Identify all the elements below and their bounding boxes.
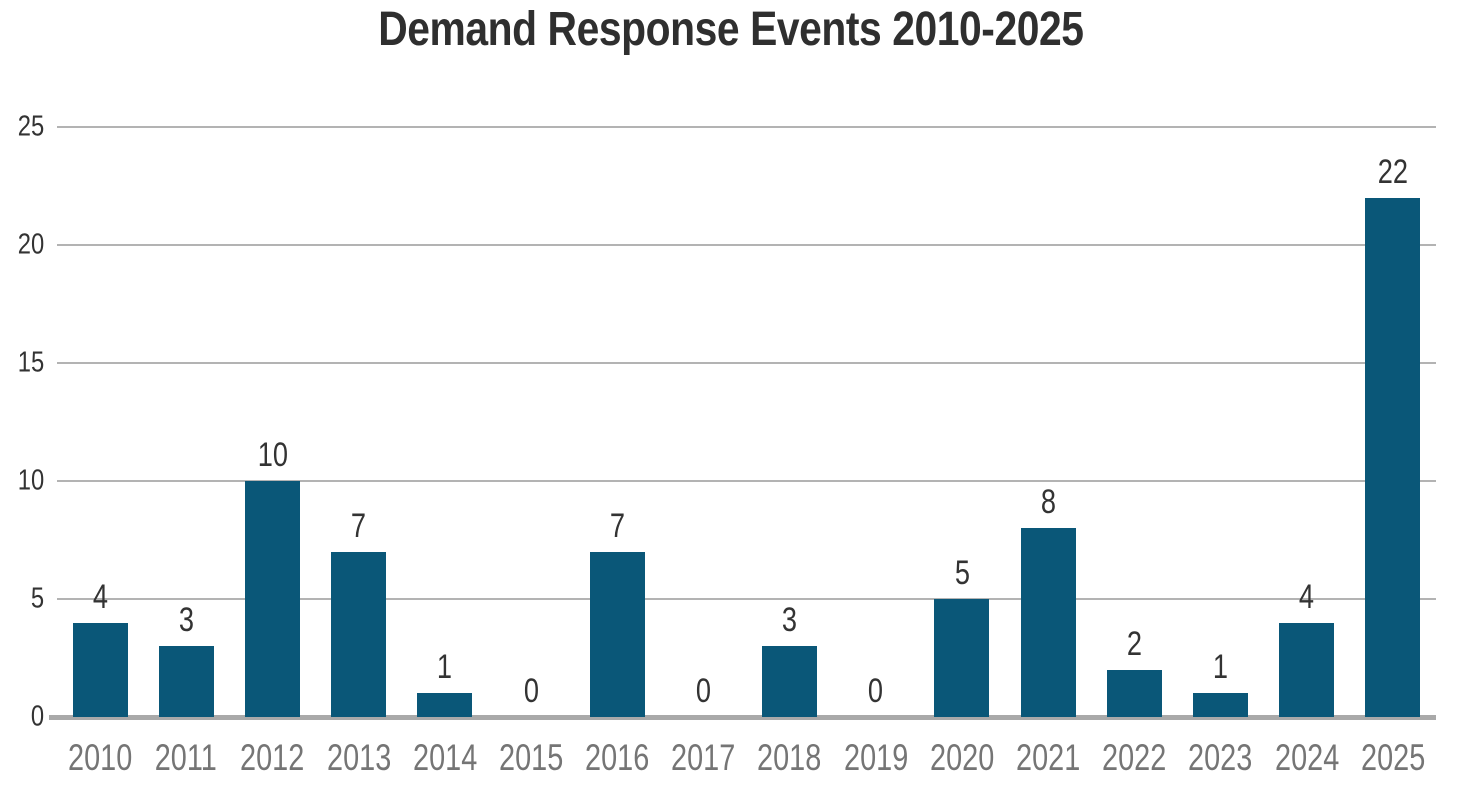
bar-value-label: 1 [1212,648,1229,687]
bar [934,599,990,717]
bar [1193,693,1249,717]
bar [1106,669,1162,717]
gridline [57,598,1436,600]
bar-value-label: 2 [1126,624,1142,663]
bar [1020,528,1076,717]
bar-slot: 2 [1091,127,1177,717]
bar [72,622,128,717]
bar-value-label: 0 [868,672,884,710]
bars-row: 4 3 10 7 1 0 7 0 3 0 5 8 2 1 4 22 [57,127,1436,717]
bar-slot: 7 [574,127,660,717]
y-tick-label: 25 [17,110,44,143]
bar-value-label: 4 [92,577,108,616]
bar [244,481,300,717]
bar [589,551,645,717]
x-axis-label: 2010 [67,737,133,778]
bar-slot: 22 [1350,127,1436,717]
bar-slot: 0 [660,127,746,717]
x-axis-label: 2018 [757,737,822,778]
x-axis-label: 2011 [155,737,218,778]
bar-slot: 4 [57,127,143,717]
gridline [57,244,1436,246]
chart-title-text: Demand Response Events 2010-2025 [378,3,1084,56]
bar-slot: 5 [919,127,1005,717]
y-tick-label: 0 [30,700,44,733]
x-axis-label: 2021 [1016,737,1081,778]
bar [331,551,387,717]
bar-value-label: 3 [178,601,194,640]
y-tick-label: 10 [17,464,44,497]
bar [1365,197,1421,717]
bar-slot: 1 [1177,127,1263,717]
bar-value-label: 7 [351,506,367,545]
x-axis-label: 2015 [498,737,564,778]
bar-value-label: 0 [523,672,539,710]
bar-value-label: 0 [695,672,711,710]
x-axis-baseline [49,715,1436,720]
bar-slot: 4 [1264,127,1350,717]
y-axis-tick-labels: 0 5 10 15 20 25 [0,112,44,731]
bar-slot: 10 [229,127,315,717]
x-axis-label: 2017 [671,737,736,778]
x-axis-label: 2014 [412,737,477,778]
bar-slot: 7 [316,127,402,717]
bar-slot: 3 [143,127,229,717]
y-tick-label: 5 [30,582,44,615]
gridline [57,362,1436,364]
x-axis-label: 2023 [1188,737,1253,778]
bar-value-label: 3 [782,601,798,640]
x-axis-label: 2024 [1274,737,1339,778]
bar-slot: 3 [747,127,833,717]
gridline [57,480,1436,482]
bar-value-label: 22 [1377,152,1409,191]
bar-value-label: 4 [1299,577,1315,616]
bar-value-label: 1 [437,648,453,687]
bar-value-label: 5 [954,554,970,592]
x-axis-label: 2019 [843,737,908,778]
bar-slot: 0 [833,127,919,717]
y-tick-label: 20 [17,228,44,261]
x-axis-label: 2025 [1360,737,1426,778]
bar-slot: 8 [1005,127,1091,717]
plot-area: 4 3 10 7 1 0 7 0 3 0 5 8 2 1 4 22 [49,126,1436,720]
x-axis-label: 2013 [326,737,391,778]
y-tick-label: 15 [17,346,44,379]
bar-slot: 0 [488,127,574,717]
x-axis-label: 2020 [929,737,995,778]
bar-value-label: 10 [257,436,288,474]
bar-slot: 1 [402,127,488,717]
gridline [57,126,1436,128]
chart-title: Demand Response Events 2010-2025 [0,3,1462,57]
bar [158,646,214,717]
x-axis-label: 2012 [240,737,305,778]
x-axis-labels: 2010 2011 2012 2013 2014 2015 2016 2017 2018 2019… [57,739,1436,776]
bar-value-label: 8 [1040,483,1056,522]
x-axis-label: 2022 [1102,737,1167,778]
bar [762,646,818,717]
bar [417,693,473,717]
x-axis-label: 2016 [585,737,650,778]
bar-value-label: 7 [609,506,625,545]
bar [1279,622,1335,717]
